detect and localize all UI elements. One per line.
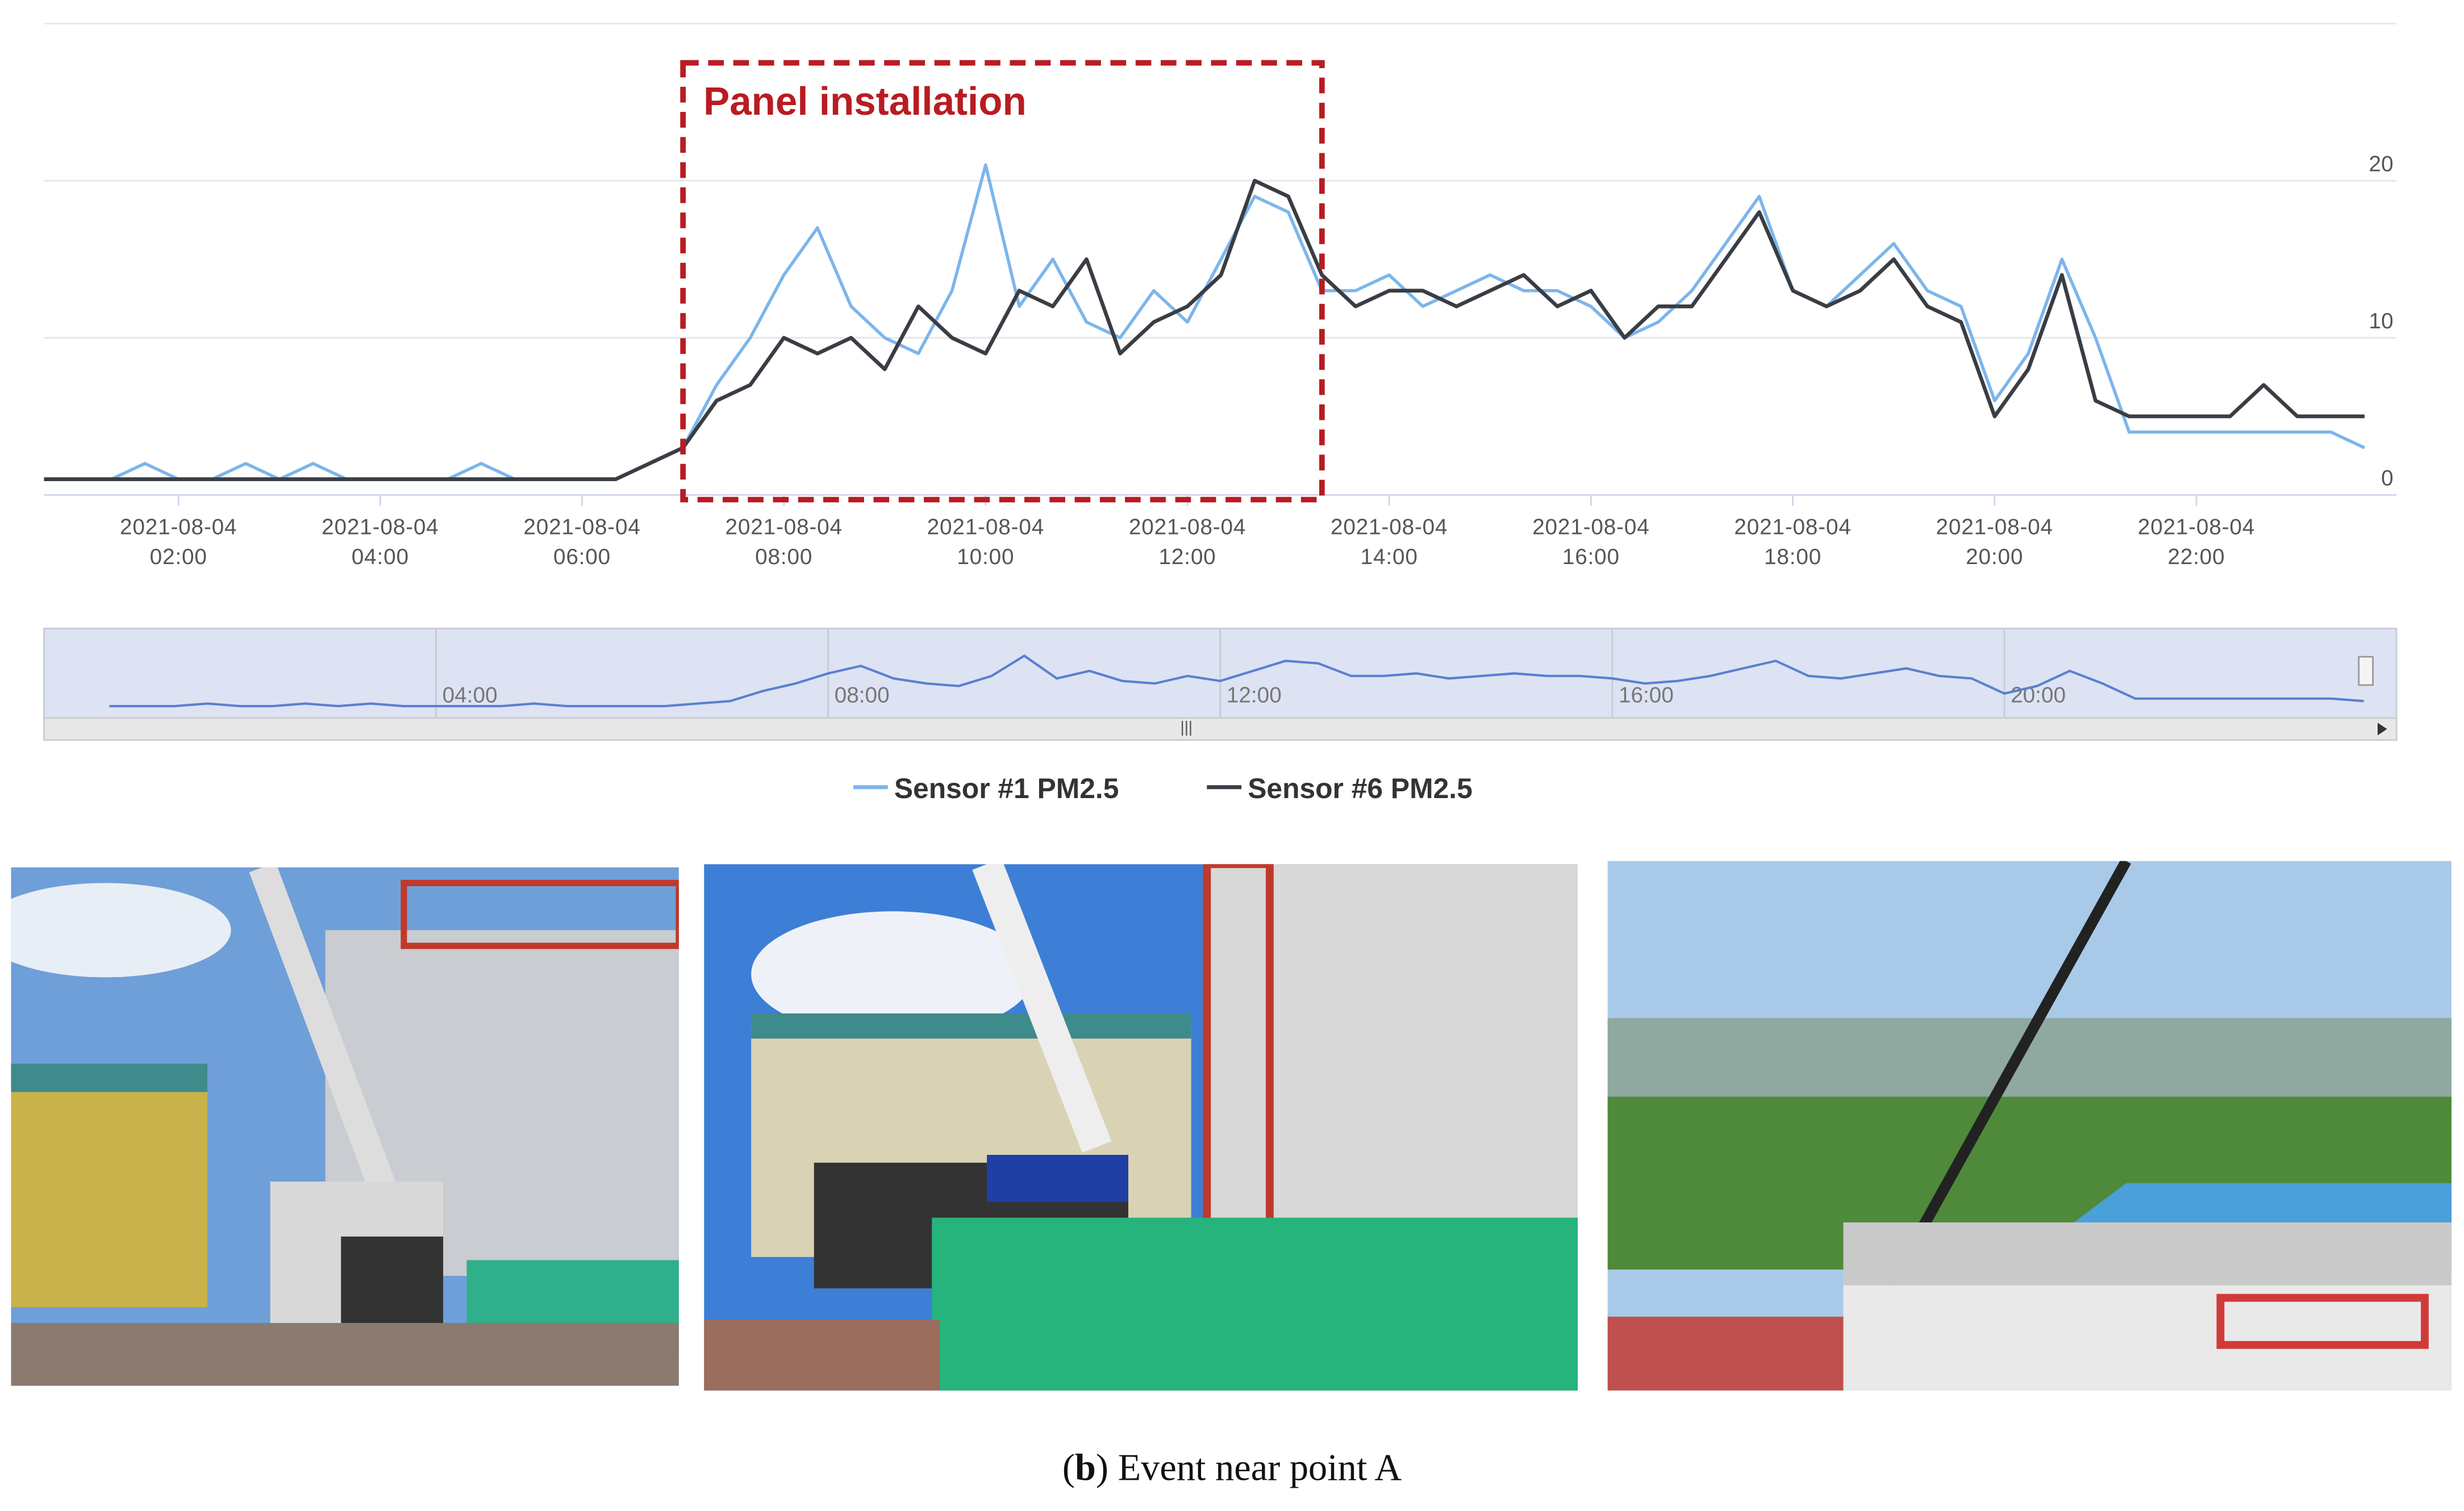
annotation-label: Panel installation — [703, 79, 1027, 123]
x-tick-label: 2021-08-04 14:00 — [1331, 514, 1448, 569]
navigator-handle[interactable] — [2358, 656, 2374, 686]
scroll-grip[interactable]: ||| — [1181, 718, 1193, 736]
x-tick-label: 2021-08-04 02:00 — [119, 514, 237, 569]
navigator-tick-label: 12:00 — [1227, 683, 1282, 707]
chart: ||| 0 10 20 Panel installation 04:00 08:00 12:… — [43, 23, 2398, 804]
x-tick-label: 2021-08-04 08:00 — [725, 514, 843, 569]
navigator-tick-label: 08:00 — [835, 683, 890, 707]
navigator-tick-label: 16:00 — [1619, 683, 1674, 707]
series-line — [44, 178, 2365, 481]
annotation-box — [680, 60, 1325, 503]
x-tick-label: 2021-08-04 20:00 — [1936, 514, 2053, 569]
x-tick-label: 2021-08-04 16:00 — [1532, 514, 1650, 569]
series-line — [44, 163, 2366, 481]
x-tick-label: 2021-08-04 18:00 — [1734, 514, 1852, 569]
x-tick-label: 2021-08-04 04:00 — [322, 514, 439, 569]
caption-label: b — [1074, 1449, 1096, 1490]
x-tick-label: 2021-08-04 22:00 — [2137, 514, 2255, 569]
caption: (b) Event near point A — [0, 1449, 2464, 1491]
photo-crane-1 — [11, 867, 679, 1386]
photo-rooftop — [1607, 861, 2452, 1391]
x-tick-label: 2021-08-04 10:00 — [927, 514, 1045, 569]
caption-open: ( — [1062, 1449, 1075, 1490]
photo-crane-2 — [704, 864, 1578, 1391]
caption-text: ) Event near point A — [1095, 1449, 1402, 1490]
navigator-tick-label: 04:00 — [443, 683, 498, 707]
y-tick-label: 20 — [2369, 152, 2394, 176]
y-tick-label: 0 — [2381, 466, 2394, 491]
scroll-arrow[interactable] — [2377, 723, 2387, 736]
x-tick-label: 2021-08-04 12:00 — [1128, 514, 1246, 569]
navigator-line — [109, 654, 2364, 708]
legend-label: Sensor #6 PM2.5 — [1248, 773, 1473, 804]
scrollbar[interactable] — [43, 717, 2398, 741]
navigator-tick-label: 20:00 — [2011, 683, 2066, 707]
legend-label: Sensor #1 PM2.5 — [894, 773, 1119, 804]
x-tick-label: 2021-08-04 06:00 — [523, 514, 641, 569]
y-tick-label: 10 — [2369, 309, 2394, 333]
